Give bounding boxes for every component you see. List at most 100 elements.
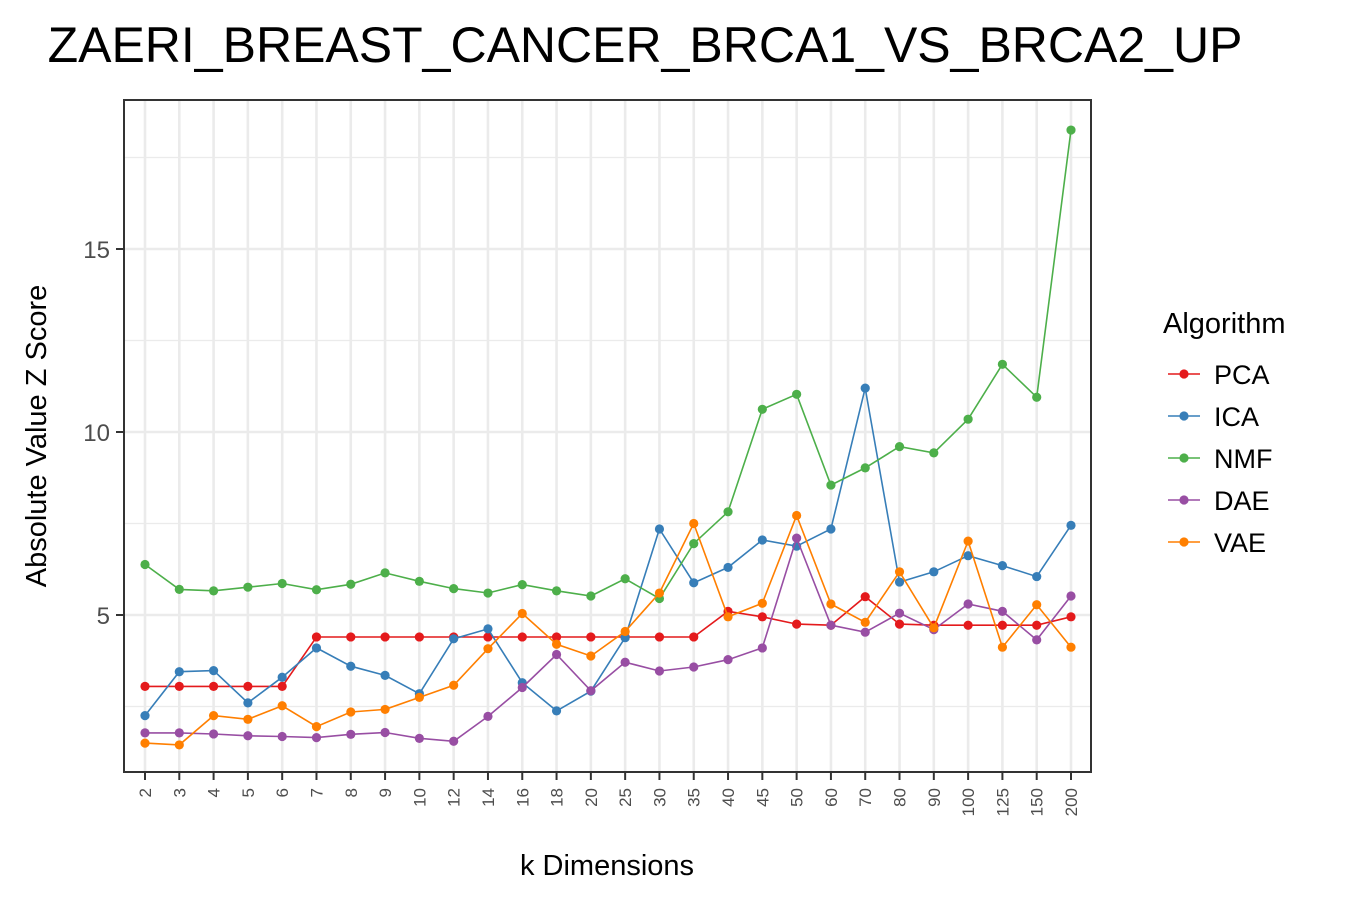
x-tick-label: 4	[205, 788, 224, 797]
x-tick-label: 2	[136, 788, 155, 797]
data-point-vae	[174, 740, 184, 750]
data-point-ica	[826, 524, 836, 534]
data-point-vae	[1066, 642, 1076, 652]
data-point-nmf	[449, 584, 459, 594]
data-point-pca	[208, 681, 219, 691]
data-point-dae	[792, 533, 802, 543]
data-point-pca	[1066, 612, 1076, 622]
x-tick-label: 12	[445, 788, 464, 807]
data-point-vae	[346, 707, 356, 717]
series-line-dae	[145, 535, 1072, 743]
data-point-pca	[689, 632, 699, 642]
data-point-pca	[654, 632, 665, 642]
x-tick-label: 100	[959, 788, 978, 816]
data-point-nmf	[963, 414, 973, 424]
legend-item-nmf: NMF	[1168, 444, 1272, 474]
data-point-vae	[517, 608, 527, 619]
data-point-vae	[208, 711, 219, 721]
data-point-nmf	[757, 404, 767, 414]
x-tick-label: 25	[616, 788, 635, 807]
data-point-ica	[483, 624, 493, 634]
data-point-ica	[689, 578, 699, 588]
series-line-ica	[144, 387, 1072, 717]
data-point-ica	[311, 643, 322, 653]
data-point-nmf	[277, 578, 287, 589]
x-tick-label: 70	[856, 788, 875, 807]
data-point-nmf	[311, 585, 322, 595]
data-point-dae	[826, 620, 836, 630]
data-point-pca	[483, 632, 493, 642]
legend: Algorithm PCA ICA NMF DAE VAE	[1163, 308, 1286, 558]
data-point-dae	[449, 736, 459, 746]
data-point-nmf	[346, 579, 356, 589]
data-point-nmf	[620, 574, 630, 584]
legend-item-ica: ICA	[1168, 402, 1259, 432]
x-tick-label: 40	[719, 788, 738, 807]
data-point-vae	[997, 642, 1008, 652]
data-point-pca	[894, 619, 905, 629]
data-point-vae	[792, 510, 802, 521]
data-point-pca	[140, 681, 150, 691]
data-point-vae	[586, 651, 596, 661]
series-dae	[140, 533, 1076, 746]
data-point-vae	[311, 722, 322, 732]
x-axis-label: k Dimensions	[520, 850, 694, 882]
y-tick-label: 10	[83, 420, 110, 447]
data-point-dae	[414, 733, 424, 743]
data-point-vae	[860, 617, 870, 627]
data-point-vae	[654, 588, 665, 598]
data-point-nmf	[1032, 392, 1042, 402]
data-point-dae	[346, 729, 356, 739]
data-point-nmf	[826, 480, 836, 490]
x-tick-label: 20	[582, 788, 601, 807]
data-point-ica	[277, 672, 287, 682]
data-point-nmf	[723, 507, 733, 517]
data-point-vae	[243, 714, 253, 724]
data-point-pca	[517, 632, 527, 642]
data-point-dae	[894, 608, 905, 618]
data-point-pca	[277, 681, 287, 691]
data-point-dae	[997, 606, 1008, 616]
data-point-nmf	[208, 586, 219, 596]
x-tick-label: 150	[1028, 788, 1047, 816]
data-point-nmf	[792, 389, 802, 399]
data-point-nmf	[243, 582, 253, 592]
data-point-ica	[997, 560, 1008, 571]
data-point-vae	[826, 599, 836, 609]
data-point-nmf	[380, 568, 390, 578]
data-point-vae	[963, 536, 973, 546]
data-point-pca	[586, 632, 596, 642]
legend-key-point	[1179, 537, 1189, 547]
data-point-vae	[414, 692, 424, 702]
data-point-pca	[174, 681, 184, 691]
data-point-vae	[757, 598, 767, 608]
legend-title: Algorithm	[1163, 308, 1286, 340]
data-point-pca	[1032, 620, 1042, 630]
data-point-ica	[723, 562, 733, 573]
data-point-ica	[894, 577, 905, 587]
data-point-pca	[414, 632, 424, 642]
data-point-ica	[1066, 520, 1076, 530]
data-point-dae	[380, 727, 390, 738]
legend-label-pca: PCA	[1214, 360, 1270, 390]
data-point-dae	[208, 729, 219, 739]
data-point-dae	[1066, 591, 1076, 601]
data-point-nmf	[1066, 125, 1076, 135]
x-tick-label: 14	[479, 788, 498, 807]
data-point-dae	[963, 599, 973, 609]
data-point-dae	[586, 686, 596, 696]
data-point-ica	[380, 670, 390, 680]
data-point-ica	[757, 535, 767, 545]
data-point-vae	[449, 680, 459, 690]
data-point-ica	[208, 666, 219, 676]
x-tick-label: 50	[788, 788, 807, 807]
x-tick-label: 30	[650, 788, 669, 807]
legend-item-vae: VAE	[1168, 528, 1266, 558]
data-point-vae	[277, 701, 287, 711]
data-point-ica	[1032, 571, 1042, 582]
data-point-pca	[792, 619, 802, 629]
data-point-nmf	[174, 584, 184, 594]
data-point-dae	[140, 728, 150, 738]
x-tick-label: 60	[822, 788, 841, 807]
data-point-vae	[689, 518, 699, 529]
